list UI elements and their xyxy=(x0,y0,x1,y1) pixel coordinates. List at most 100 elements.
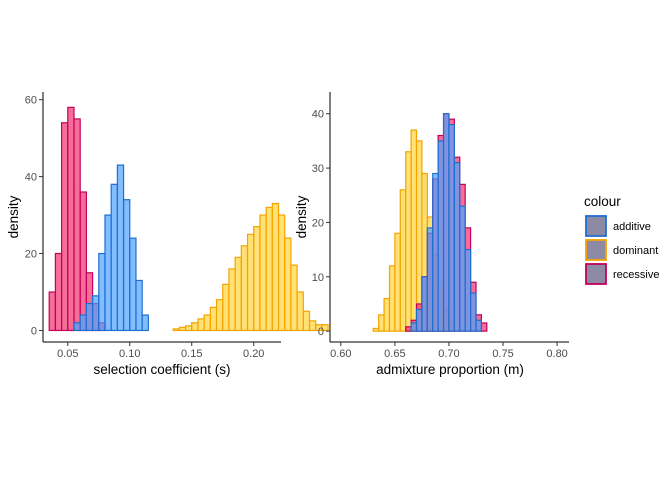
right-additive-bar xyxy=(421,276,428,332)
legend-label-dominant: dominant xyxy=(613,245,658,257)
right-histogram-bars xyxy=(372,113,488,332)
left-y-tick-label: 0 xyxy=(31,325,37,337)
left-x-tick-label: 0.15 xyxy=(181,348,202,360)
left-dominant-bar xyxy=(259,214,267,332)
left-dominant-bar xyxy=(191,322,199,332)
left-additive-bar xyxy=(135,279,143,332)
right-x-axis-title: admixture proportion (m) xyxy=(376,362,524,377)
right-y-tick-label: 20 xyxy=(312,217,324,229)
legend: colour additive dominant recessive xyxy=(584,194,659,285)
right-additive-bar xyxy=(432,172,439,332)
left-dominant-bar xyxy=(240,245,249,332)
left-dominant-bar xyxy=(246,233,255,332)
right-x-tick-label: 0.65 xyxy=(384,348,405,360)
right-y-ticks: 0 10 20 30 40 xyxy=(312,109,330,338)
left-dominant-bar xyxy=(222,283,230,332)
right-x-tick-label: 0.80 xyxy=(546,348,567,360)
right-dominant-bar xyxy=(388,265,396,332)
left-dominant-bar xyxy=(284,237,292,332)
left-additive-bar xyxy=(110,183,118,332)
legend-key-dominant xyxy=(585,239,607,261)
right-additive-bar xyxy=(437,140,445,332)
left-additive-bar xyxy=(104,214,112,332)
left-dominant-bar xyxy=(271,202,280,332)
left-x-ticks: 0.05 0.10 0.15 0.20 xyxy=(57,342,264,360)
right-y-tick-label: 40 xyxy=(312,109,324,121)
left-y-tick-label: 20 xyxy=(25,249,37,261)
legend-label-recessive: recessive xyxy=(613,269,659,281)
right-x-tick-label: 0.70 xyxy=(438,348,459,360)
left-additive-bar xyxy=(116,164,125,332)
left-x-tick-label: 0.20 xyxy=(243,348,264,360)
left-recessive-bar xyxy=(60,122,69,332)
left-additive-bar xyxy=(129,237,137,332)
left-dominant-bar xyxy=(197,318,205,332)
right-additive-bar xyxy=(464,249,472,332)
right-additive-bar xyxy=(426,227,434,332)
left-series-dominant xyxy=(172,202,329,332)
right-dominant-bar xyxy=(415,140,423,332)
right-additive-bar xyxy=(442,113,450,332)
left-dominant-bar xyxy=(265,206,273,332)
left-recessive-bar xyxy=(54,252,63,332)
right-additive-bar xyxy=(453,162,461,332)
selection-coefficient-panel: 0.05 0.10 0.15 0.20 0 20 40 60 selection coeff… xyxy=(6,92,329,377)
left-x-tick-label: 0.10 xyxy=(119,348,140,360)
legend-label-additive: additive xyxy=(613,221,651,233)
right-dominant-bar xyxy=(383,297,391,332)
left-dominant-bar xyxy=(234,256,242,332)
legend-key-additive xyxy=(585,215,607,237)
right-y-tick-label: 0 xyxy=(318,326,324,338)
legend-item-dominant: dominant xyxy=(585,239,658,261)
right-additive-bar xyxy=(448,124,455,332)
left-additive-bar xyxy=(98,252,106,332)
right-dominant-bar xyxy=(378,314,385,332)
left-histogram-bars xyxy=(48,106,329,332)
left-dominant-bar xyxy=(321,324,329,332)
right-y-tick-label: 10 xyxy=(312,272,324,284)
legend-key-recessive xyxy=(585,263,607,285)
right-y-axis-title: density xyxy=(294,195,309,238)
right-additive-bar xyxy=(415,308,423,332)
admixture-proportion-panel: 0.60 0.65 0.70 0.75 0.80 0 10 20 30 40 admixture… xyxy=(294,92,569,377)
left-dominant-bar xyxy=(215,299,224,332)
left-additive-bar xyxy=(91,295,100,332)
left-x-tick-label: 0.05 xyxy=(57,348,78,360)
left-dominant-bar xyxy=(184,325,193,332)
right-x-tick-label: 0.60 xyxy=(330,348,351,360)
left-dominant-bar xyxy=(277,214,286,332)
right-dominant-bar xyxy=(399,189,407,332)
legend-item-additive: additive xyxy=(585,215,651,237)
left-dominant-bar xyxy=(228,268,236,332)
left-dominant-bar xyxy=(172,328,180,332)
left-dominant-bar xyxy=(253,226,261,332)
right-recessive-bar xyxy=(480,322,488,332)
right-additive-bar xyxy=(469,292,477,332)
left-dominant-bar xyxy=(178,326,187,332)
left-recessive-bar xyxy=(73,118,81,332)
left-additive-bar xyxy=(85,302,94,332)
left-dominant-bar xyxy=(302,310,311,332)
right-y-tick-label: 30 xyxy=(312,163,324,175)
left-y-ticks: 0 20 40 60 xyxy=(25,95,43,337)
left-recessive-bar xyxy=(67,106,75,332)
left-dominant-bar xyxy=(203,314,211,332)
legend-title: colour xyxy=(584,194,621,209)
left-dominant-bar xyxy=(209,306,218,332)
left-recessive-bar xyxy=(48,291,57,332)
left-recessive-bar xyxy=(79,191,87,332)
right-additive-bar xyxy=(475,319,483,332)
right-series-additive xyxy=(410,113,483,332)
left-additive-bar xyxy=(141,314,149,332)
right-additive-bar xyxy=(459,205,466,332)
left-additive-bar xyxy=(73,322,81,332)
left-dominant-bar xyxy=(308,320,317,332)
left-additive-bar xyxy=(122,199,131,332)
legend-item-recessive: recessive xyxy=(585,263,659,285)
left-y-axis-title: density xyxy=(6,195,21,238)
right-additive-bar xyxy=(410,322,418,332)
left-y-tick-label: 60 xyxy=(25,95,37,107)
left-dominant-bar xyxy=(290,264,298,332)
right-dominant-bar xyxy=(410,129,418,332)
